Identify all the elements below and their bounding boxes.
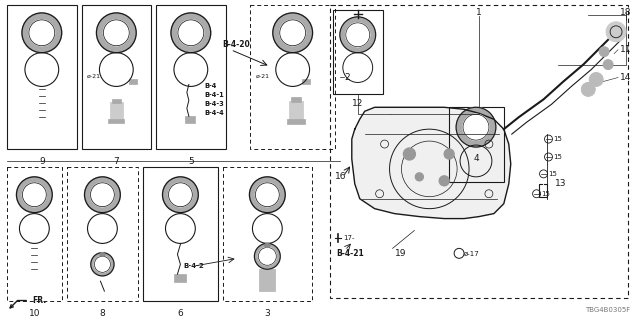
Bar: [7, 5, 77, 149]
Text: TBG4B0305F: TBG4B0305F: [585, 307, 630, 313]
Text: 15: 15: [541, 191, 550, 197]
Text: 9: 9: [39, 157, 45, 166]
Bar: [289, 101, 303, 123]
Text: ø-17: ø-17: [464, 250, 480, 256]
Text: 15: 15: [548, 171, 557, 177]
Circle shape: [403, 148, 415, 160]
Circle shape: [340, 17, 376, 53]
Text: B-4-3: B-4-3: [205, 101, 225, 107]
Text: 18: 18: [620, 8, 632, 17]
Circle shape: [22, 13, 61, 53]
Text: 2: 2: [345, 73, 351, 82]
Text: 11: 11: [620, 45, 632, 54]
Circle shape: [255, 183, 279, 207]
Circle shape: [439, 176, 449, 186]
Ellipse shape: [100, 253, 105, 256]
Text: 16: 16: [335, 172, 346, 181]
Bar: [112, 99, 121, 103]
Circle shape: [259, 247, 276, 265]
Bar: [129, 79, 137, 84]
Bar: [250, 5, 335, 149]
Circle shape: [255, 244, 280, 269]
Bar: [330, 5, 628, 298]
Circle shape: [163, 177, 198, 212]
Circle shape: [250, 177, 285, 212]
Text: 1: 1: [476, 8, 482, 17]
Bar: [302, 79, 310, 84]
Text: 4: 4: [473, 154, 479, 163]
Bar: [223, 167, 312, 301]
Text: 12: 12: [352, 99, 364, 108]
Circle shape: [168, 183, 193, 207]
Bar: [333, 10, 383, 94]
Circle shape: [280, 20, 305, 46]
Circle shape: [581, 83, 595, 96]
Circle shape: [444, 149, 454, 159]
Ellipse shape: [265, 244, 270, 247]
Circle shape: [463, 114, 489, 140]
Text: B-4-4: B-4-4: [205, 110, 225, 116]
Bar: [259, 269, 275, 291]
Text: 5: 5: [188, 157, 194, 166]
Bar: [7, 167, 61, 301]
Circle shape: [29, 20, 55, 46]
Circle shape: [346, 23, 370, 47]
Text: 14: 14: [620, 73, 632, 82]
Circle shape: [415, 173, 423, 181]
Text: 3: 3: [264, 309, 270, 318]
Circle shape: [589, 73, 603, 86]
Text: 17-: 17-: [343, 236, 355, 242]
Text: ø-21: ø-21: [86, 74, 100, 79]
Circle shape: [97, 13, 136, 53]
Bar: [81, 5, 151, 149]
Text: 7: 7: [113, 157, 119, 166]
Circle shape: [273, 13, 312, 53]
Bar: [287, 119, 305, 124]
Circle shape: [178, 20, 204, 46]
Circle shape: [91, 253, 114, 276]
Bar: [185, 116, 195, 123]
Text: ø-21: ø-21: [255, 74, 269, 79]
Text: 15: 15: [554, 136, 563, 142]
Polygon shape: [352, 107, 511, 219]
Circle shape: [603, 60, 613, 69]
Text: B-4-1: B-4-1: [205, 92, 225, 98]
Bar: [110, 102, 123, 122]
Bar: [143, 167, 218, 301]
Circle shape: [22, 183, 46, 207]
Bar: [108, 118, 124, 123]
Circle shape: [606, 22, 626, 42]
Text: 8: 8: [100, 309, 106, 318]
Text: 6: 6: [177, 309, 183, 318]
Text: FR.: FR.: [10, 296, 46, 308]
Circle shape: [84, 177, 120, 212]
Bar: [175, 274, 186, 282]
Text: 10: 10: [29, 309, 40, 318]
Circle shape: [17, 177, 52, 212]
Circle shape: [456, 107, 496, 147]
Circle shape: [599, 47, 609, 57]
Text: B-4-21: B-4-21: [336, 249, 364, 258]
Text: B-4-20: B-4-20: [223, 40, 250, 49]
Bar: [156, 5, 226, 149]
Text: 13: 13: [554, 179, 566, 188]
Bar: [449, 107, 504, 182]
Bar: [67, 167, 138, 301]
Circle shape: [90, 183, 115, 207]
Circle shape: [171, 13, 211, 53]
Text: B-4: B-4: [205, 84, 217, 89]
Text: 15: 15: [554, 154, 563, 160]
Text: 19: 19: [394, 249, 406, 258]
Circle shape: [94, 256, 111, 272]
Text: B-4-2: B-4-2: [183, 263, 204, 269]
Circle shape: [104, 20, 129, 46]
Bar: [291, 97, 301, 102]
